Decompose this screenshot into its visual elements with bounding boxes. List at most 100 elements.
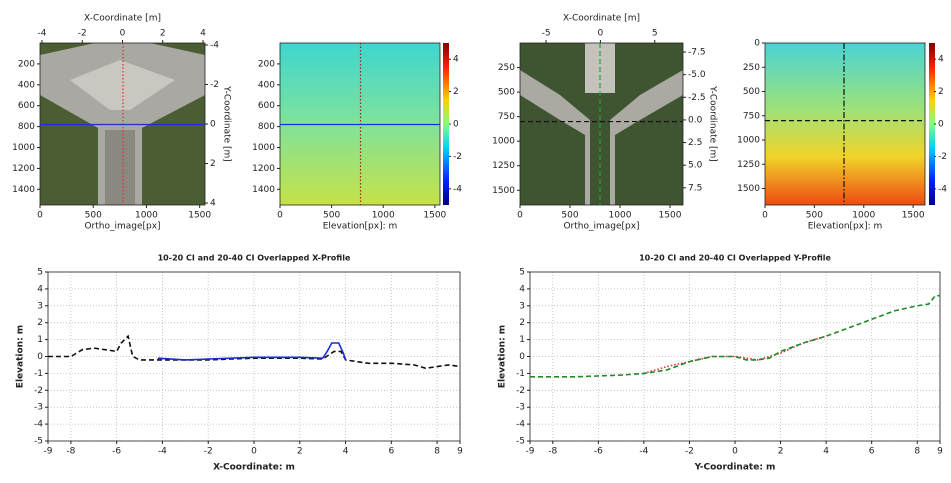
colorbar-tick-label: 4 [938, 55, 944, 65]
x2-axis-label: X-Coordinate [m] [84, 14, 161, 24]
x-axis-label: Y-Coordinate: m [694, 463, 776, 473]
x-tick-label: 9 [937, 447, 943, 457]
profile-line [643, 335, 827, 375]
x-tick-label: 1000 [135, 211, 158, 221]
y-tick-label: -4 [516, 420, 525, 430]
x2-tick-label: -4 [38, 29, 47, 39]
colorbar-tick-label: -2 [453, 152, 462, 162]
y2-tick-label: 5.0 [688, 161, 703, 171]
x-tick-label: 1500 [902, 211, 925, 221]
x-tick-label: -4 [158, 447, 167, 457]
x-tick-label: -9 [44, 447, 53, 457]
x-tick-label: 6 [388, 447, 394, 457]
y-tick-label: 4 [37, 284, 43, 294]
y-tick-label: 5 [37, 268, 43, 278]
x-axis-label: Elevation[px]: m [323, 222, 398, 232]
x-axis-label: Ortho_image[px] [84, 222, 160, 232]
y-tick-label: 250 [498, 63, 515, 73]
x-tick-label: 500 [561, 211, 578, 221]
x-tick-label: 0 [277, 211, 283, 221]
x-tick-label: -2 [204, 447, 213, 457]
y-tick-label: 1200 [252, 164, 275, 174]
colorbar-1 [443, 43, 449, 205]
x2-tick-label: -2 [78, 29, 87, 39]
y-tick-label: 0 [37, 352, 43, 362]
y-tick-label: 200 [258, 59, 275, 69]
colorbar-tick-label: 2 [938, 87, 944, 97]
x2-tick-label: 2 [160, 29, 166, 39]
x2-axis-label: X-Coordinate [m] [563, 14, 640, 24]
y-tick-label: 500 [498, 88, 515, 98]
heatmap-2 [765, 43, 925, 205]
y-tick-label: 3 [519, 301, 525, 311]
x-tick-label: 1000 [372, 211, 395, 221]
y-tick-label: 750 [743, 111, 760, 121]
y-tick-label: -3 [34, 403, 43, 413]
y-tick-label: 5 [519, 268, 525, 278]
y2-tick-label: -2 [210, 80, 219, 90]
y2-axis-label: Y-Coordinate [m] [708, 85, 718, 162]
y-tick-label: 0 [754, 39, 760, 49]
x-tick-label: -2 [685, 447, 694, 457]
y-tick-label: -3 [516, 403, 525, 413]
y-tick-label: 1500 [492, 186, 515, 196]
y2-tick-label: -5.0 [688, 70, 706, 80]
y-tick-label: 2 [37, 318, 43, 328]
y-tick-label: -2 [34, 386, 43, 396]
y-axis-label: Elevation: m [16, 325, 26, 388]
y2-tick-label: 0 [210, 120, 216, 130]
y-tick-label: -1 [516, 369, 525, 379]
colorbar-tick-label: -4 [938, 184, 947, 194]
y-tick-label: 1 [37, 335, 43, 345]
x-axis-label: Elevation[px]: m [808, 222, 883, 232]
profile-line [157, 342, 347, 361]
x-tick-label: 2 [778, 447, 784, 457]
x-tick-label: 8 [914, 447, 920, 457]
y-tick-label: -2 [516, 386, 525, 396]
x-tick-label: 1000 [852, 211, 875, 221]
y-tick-label: 400 [258, 80, 275, 90]
y-tick-label: 1400 [12, 185, 35, 195]
y-tick-label: -1 [34, 369, 43, 379]
x-tick-label: -9 [526, 447, 535, 457]
axes-frame [764, 42, 926, 206]
y-tick-label: 1250 [492, 161, 515, 171]
y-tick-label: 600 [18, 101, 35, 111]
x-tick-label: 500 [323, 211, 340, 221]
x-tick-label: 1500 [188, 211, 211, 221]
y-tick-label: 1000 [252, 143, 275, 153]
x-tick-label: -6 [112, 447, 121, 457]
y-tick-label: 3 [37, 301, 43, 311]
y-tick-label: 800 [258, 122, 275, 132]
colorbar-tick-label: 0 [938, 120, 944, 130]
x-tick-label: 0 [37, 211, 43, 221]
y-tick-label: 1500 [737, 184, 760, 194]
y2-tick-label: 4 [210, 199, 216, 209]
x2-tick-label: 5 [652, 29, 658, 39]
y2-tick-label: 2 [210, 159, 216, 169]
x-tick-label: 0 [517, 211, 523, 221]
colorbar-2 [929, 43, 935, 205]
y2-tick-label: -2.5 [688, 93, 706, 103]
axes-frame [519, 42, 684, 206]
y-tick-label: 500 [743, 87, 760, 97]
y2-axis-label: Y-Coordinate [m] [222, 85, 232, 162]
axes-frame [529, 271, 941, 442]
chart-title: 10-20 CI and 20-40 CI Overlapped X-Profi… [158, 254, 351, 263]
y-tick-label: 750 [498, 112, 515, 122]
y-tick-label: 1250 [737, 160, 760, 170]
colorbar-tick-label: -2 [938, 152, 947, 162]
colorbar-tick-label: -4 [453, 184, 462, 194]
y-tick-label: 600 [258, 101, 275, 111]
x-tick-label: 500 [85, 211, 102, 221]
x-tick-label: 6 [869, 447, 875, 457]
x-tick-label: 1000 [609, 211, 632, 221]
x2-tick-label: -5 [542, 29, 551, 39]
x-tick-label: 0 [251, 447, 257, 457]
y-tick-label: 4 [519, 284, 525, 294]
y-tick-label: -5 [516, 437, 525, 447]
colorbar-tick-label: 0 [453, 120, 459, 130]
x-tick-label: 1500 [659, 211, 682, 221]
x-tick-label: 4 [823, 447, 829, 457]
x-tick-label: 8 [434, 447, 440, 457]
